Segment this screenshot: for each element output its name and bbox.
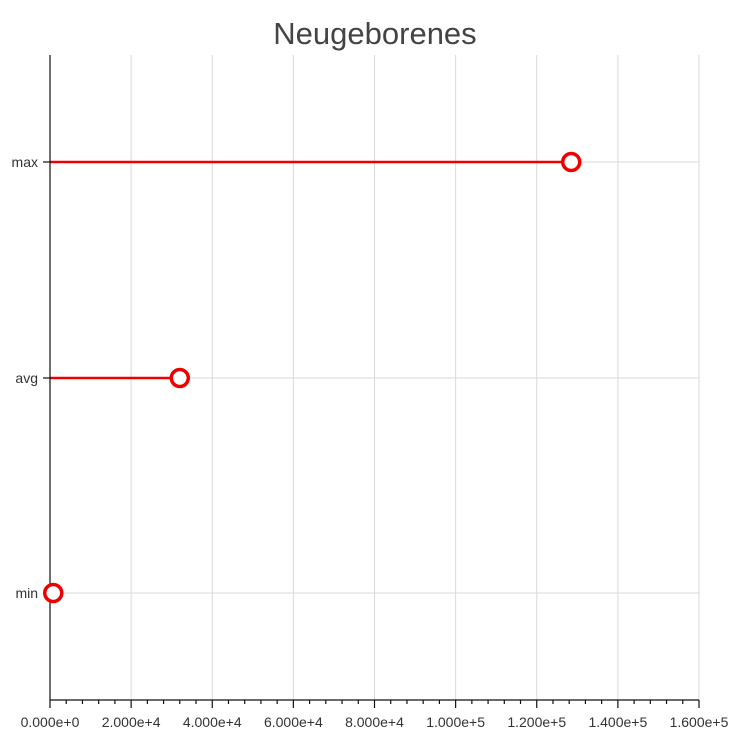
x-tick-label: 1.600e+5 — [670, 714, 729, 730]
chart-title: Neugeborenes — [273, 16, 476, 51]
x-tick-label: 8.000e+4 — [345, 714, 404, 730]
x-tick-label: 6.000e+4 — [264, 714, 323, 730]
y-tick-label-avg: avg — [15, 370, 38, 386]
x-tick-label: 2.000e+4 — [102, 714, 161, 730]
x-tick-label: 0.000e+0 — [21, 714, 80, 730]
x-tick-label: 1.400e+5 — [588, 714, 647, 730]
marker-avg — [169, 367, 191, 389]
marker-min — [42, 582, 64, 604]
y-tick-label-max: max — [12, 154, 38, 170]
x-tick-label: 1.000e+5 — [426, 714, 485, 730]
ticks — [43, 161, 700, 708]
tick-labels: 0.000e+0 2.000e+4 4.000e+4 6.000e+4 8.000e+4… — [12, 154, 729, 730]
markers — [42, 151, 582, 604]
marker-max — [560, 151, 582, 173]
y-tick-label-min: min — [15, 585, 38, 601]
x-tick-label: 4.000e+4 — [183, 714, 242, 730]
x-tick-label: 1.200e+5 — [507, 714, 566, 730]
